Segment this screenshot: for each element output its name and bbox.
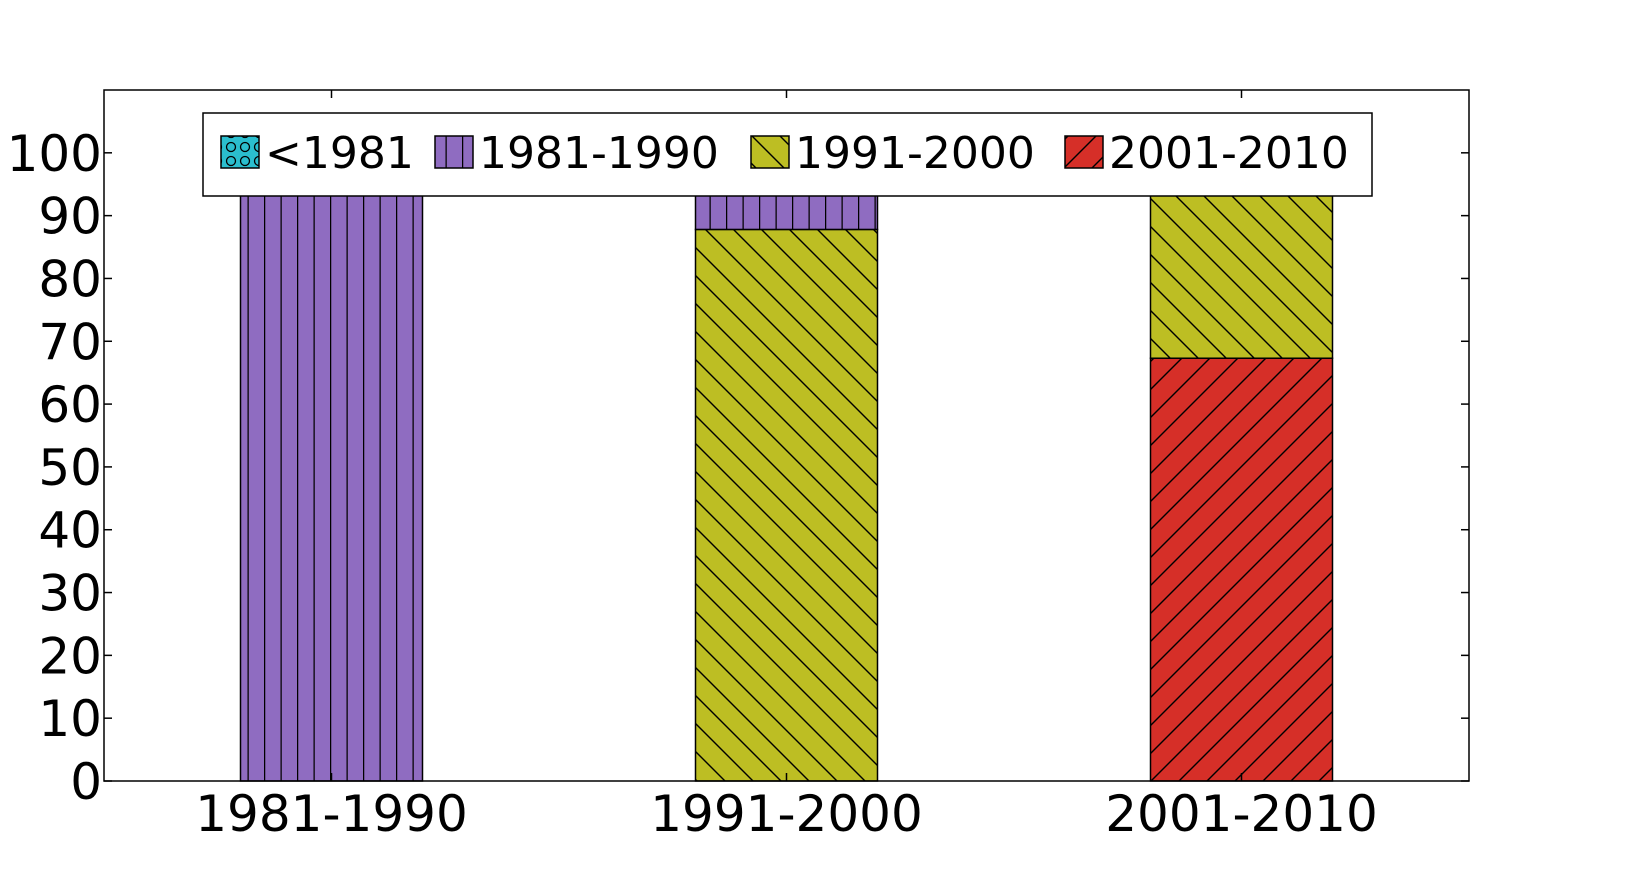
y-tick-label: 10 bbox=[38, 690, 102, 748]
y-tick-label: 70 bbox=[38, 313, 102, 371]
legend-swatch-hatch bbox=[434, 135, 474, 169]
y-tick-label: 30 bbox=[38, 565, 102, 623]
y-tick-label: 50 bbox=[38, 439, 102, 497]
legend-entry-2001-2010: 2001-2010 bbox=[1064, 128, 1349, 179]
y-tick-label: 40 bbox=[38, 502, 102, 560]
x-tick-label-2001-2010: 2001-2010 bbox=[1105, 785, 1378, 843]
legend-swatch-hatch bbox=[1064, 135, 1104, 169]
y-tick-label: 0 bbox=[70, 753, 102, 811]
bar-hatch bbox=[1149, 357, 1334, 782]
legend-label: 2001-2010 bbox=[1109, 128, 1349, 179]
y-tick-label: 60 bbox=[38, 376, 102, 434]
y-tick-label: 20 bbox=[38, 627, 102, 685]
legend-entry-1981: <1981 bbox=[220, 128, 414, 179]
legend-label: <1981 bbox=[265, 128, 414, 179]
bar-hatch bbox=[694, 228, 879, 782]
legend: <1981 1981-1990 1991-2000 2001-2010 bbox=[202, 112, 1373, 197]
bar-hatch bbox=[239, 152, 424, 782]
x-tick-label-1981-1990: 1981-1990 bbox=[195, 785, 468, 843]
legend-swatch-hatch bbox=[750, 135, 790, 169]
x-tick-label-1991-2000: 1991-2000 bbox=[650, 785, 923, 843]
legend-label: 1981-1990 bbox=[479, 128, 719, 179]
y-tick-label: 100 bbox=[7, 125, 102, 183]
y-tick-label: 90 bbox=[38, 188, 102, 246]
legend-swatch-hatch bbox=[220, 135, 260, 169]
legend-label: 1991-2000 bbox=[795, 128, 1035, 179]
y-tick-label: 80 bbox=[38, 250, 102, 308]
bars-layer bbox=[239, 152, 1334, 782]
bar-1991-2000-1991-2000 bbox=[694, 228, 879, 782]
legend-entry-1991-2000: 1991-2000 bbox=[750, 128, 1035, 179]
bar-2001-2010-2001-2010 bbox=[1149, 357, 1334, 782]
bar-1981-1990-1981-1990 bbox=[239, 152, 424, 782]
legend-entry-1981-1990: 1981-1990 bbox=[434, 128, 719, 179]
